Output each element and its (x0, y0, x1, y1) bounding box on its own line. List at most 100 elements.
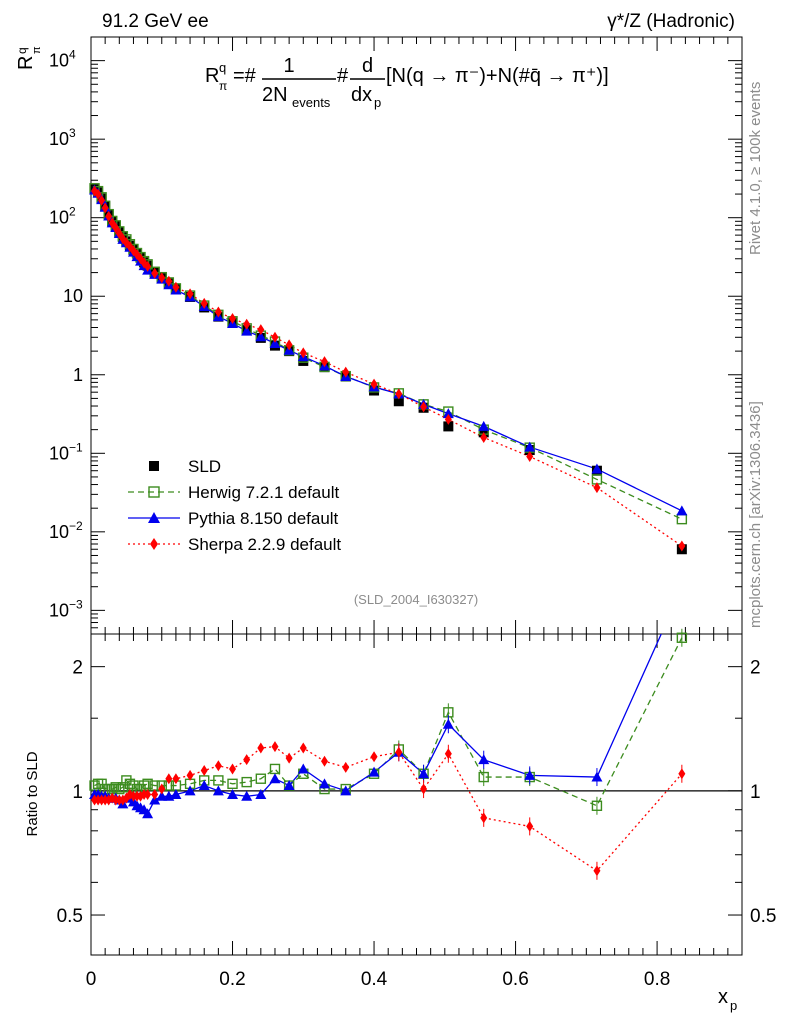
main-point-sherpa (151, 267, 159, 279)
xtick-label: 0 (86, 969, 97, 990)
main-point-sherpa (94, 188, 102, 200)
ratio-point-herwig (676, 632, 688, 643)
main-point-sherpa (243, 318, 251, 330)
header-right-label: γ*/Z (Hadronic) (607, 11, 735, 32)
ratio-point-sherpa (285, 752, 293, 764)
ratio-point-pythia (255, 788, 267, 799)
main-ytick-label-sup: −1 (69, 440, 83, 454)
main-ytick-label-sup: 2 (69, 205, 76, 219)
ratio-point-sherpa (299, 742, 307, 754)
ratio-point-pythia (478, 754, 490, 765)
ratio-point-pythia (184, 785, 196, 796)
legend-marker-sld (149, 461, 159, 471)
main-point-sherpa (271, 331, 279, 343)
legend: SLD Herwig 7.2.1 default Pythia 8.150 defa… (128, 457, 341, 554)
formula-d-den: dx (351, 84, 372, 106)
ratio-point-sherpa (91, 794, 99, 806)
ratio-ytick-label-right: 1 (750, 782, 761, 803)
ratio-point-herwig (241, 776, 252, 788)
x-axis-label-sub: p (730, 998, 737, 1013)
main-point-sld (443, 421, 454, 432)
ratio-point-sherpa (214, 760, 222, 772)
main-point-sherpa (172, 281, 180, 293)
legend-marker-sherpa (150, 538, 158, 550)
legend-marker-pythia (148, 512, 160, 523)
legend-label-sherpa: Sherpa 2.2.9 default (188, 535, 341, 554)
main-point-sherpa (395, 388, 403, 400)
main-point-pythia (676, 505, 688, 516)
ratio-point-sherpa (140, 788, 148, 800)
ratio-point-sherpa (243, 754, 251, 766)
ratio-point-pythia (212, 785, 224, 796)
ratio-point-pythia (591, 771, 603, 782)
ratio-series (89, 628, 688, 880)
main-ytick-label: 10 (49, 208, 69, 228)
ratio-line-herwig (94, 637, 683, 807)
ratio-point-sherpa (101, 794, 109, 806)
main-ytick-label: 10 (49, 443, 69, 463)
ratio-point-pythia (319, 778, 331, 789)
ratio-point-sherpa (98, 794, 106, 806)
main-point-sherpa (112, 222, 120, 234)
ratio-point-herwig (128, 780, 139, 791)
ratio-point-sherpa (321, 755, 329, 767)
legend-label-pythia: Pythia 8.150 default (188, 509, 339, 528)
main-point-sherpa (678, 540, 686, 552)
main-point-sherpa (98, 194, 106, 206)
formula-d-den-sub: p (374, 95, 381, 110)
ratio-point-pythia (442, 718, 454, 729)
main-point-herwig (676, 513, 688, 525)
main-point-sherpa (101, 202, 109, 214)
formula-d-num: d (362, 55, 373, 77)
ratio-ylabel: Ratio to SLD (24, 751, 41, 836)
ratio-point-herwig (142, 778, 153, 790)
main-point-sherpa (165, 275, 173, 287)
mcplots-label: mcplots.cern.ch [arXiv:1306.3436] (747, 401, 764, 628)
main-ytick-label: 10 (49, 51, 69, 71)
ratio-point-pythia (297, 763, 309, 774)
ratio-point-pythia (241, 790, 253, 801)
ratio-point-sherpa (151, 788, 159, 800)
ratio-point-sherpa (271, 741, 279, 753)
ratio-point-pythia (227, 788, 239, 799)
formula-denominator-sub: events (292, 95, 331, 110)
main-point-sld (393, 396, 404, 407)
ratio-point-sherpa (370, 751, 378, 763)
legend-label-herwig: Herwig 7.2.1 default (188, 483, 339, 502)
ratio-ytick-label: 1 (72, 782, 83, 803)
main-point-sherpa (105, 210, 113, 222)
main-point-sherpa (229, 313, 237, 325)
ratio-ytick-label: 0.5 (57, 906, 83, 927)
main-point-sherpa (321, 356, 329, 368)
xtick-label: 0.8 (644, 969, 670, 990)
ratio-point-sherpa (186, 769, 194, 781)
ratio-point-herwig (96, 778, 107, 790)
formula-eq: =# (233, 65, 257, 87)
header-left-label: 91.2 GeV ee (102, 11, 209, 32)
formula-denominator: 2N (262, 84, 288, 106)
main-point-pythia (241, 325, 253, 336)
main-series (89, 183, 688, 555)
ratio-point-pythia (283, 780, 295, 791)
main-ytick-label: 10 (49, 522, 69, 542)
main-point-sherpa (342, 366, 350, 378)
ratio-point-sherpa (480, 812, 488, 824)
ratio-point-sherpa (129, 790, 137, 802)
main-ytick-label: 1 (73, 365, 83, 385)
ratio-point-sherpa (165, 773, 173, 785)
ratio-point-sherpa (257, 742, 265, 754)
legend-marker-herwig (148, 486, 160, 498)
main-point-pythia (524, 441, 536, 452)
ratio-point-sherpa (94, 794, 102, 806)
main-point-sherpa (186, 288, 194, 300)
ratio-point-sherpa (115, 794, 123, 806)
main-point-pythia (269, 338, 281, 349)
rivet-version-label: Rivet 4.1.0, ≥ 100k events (747, 82, 764, 255)
main-ytick-label-sup: 3 (69, 126, 76, 140)
ratio-point-sherpa (229, 763, 237, 775)
main-point-sherpa (299, 347, 307, 359)
ratio-point-sherpa (158, 783, 166, 795)
formula-hash: # (337, 65, 349, 87)
main-point-pythia (591, 463, 603, 474)
main-point-pythia (255, 331, 267, 342)
